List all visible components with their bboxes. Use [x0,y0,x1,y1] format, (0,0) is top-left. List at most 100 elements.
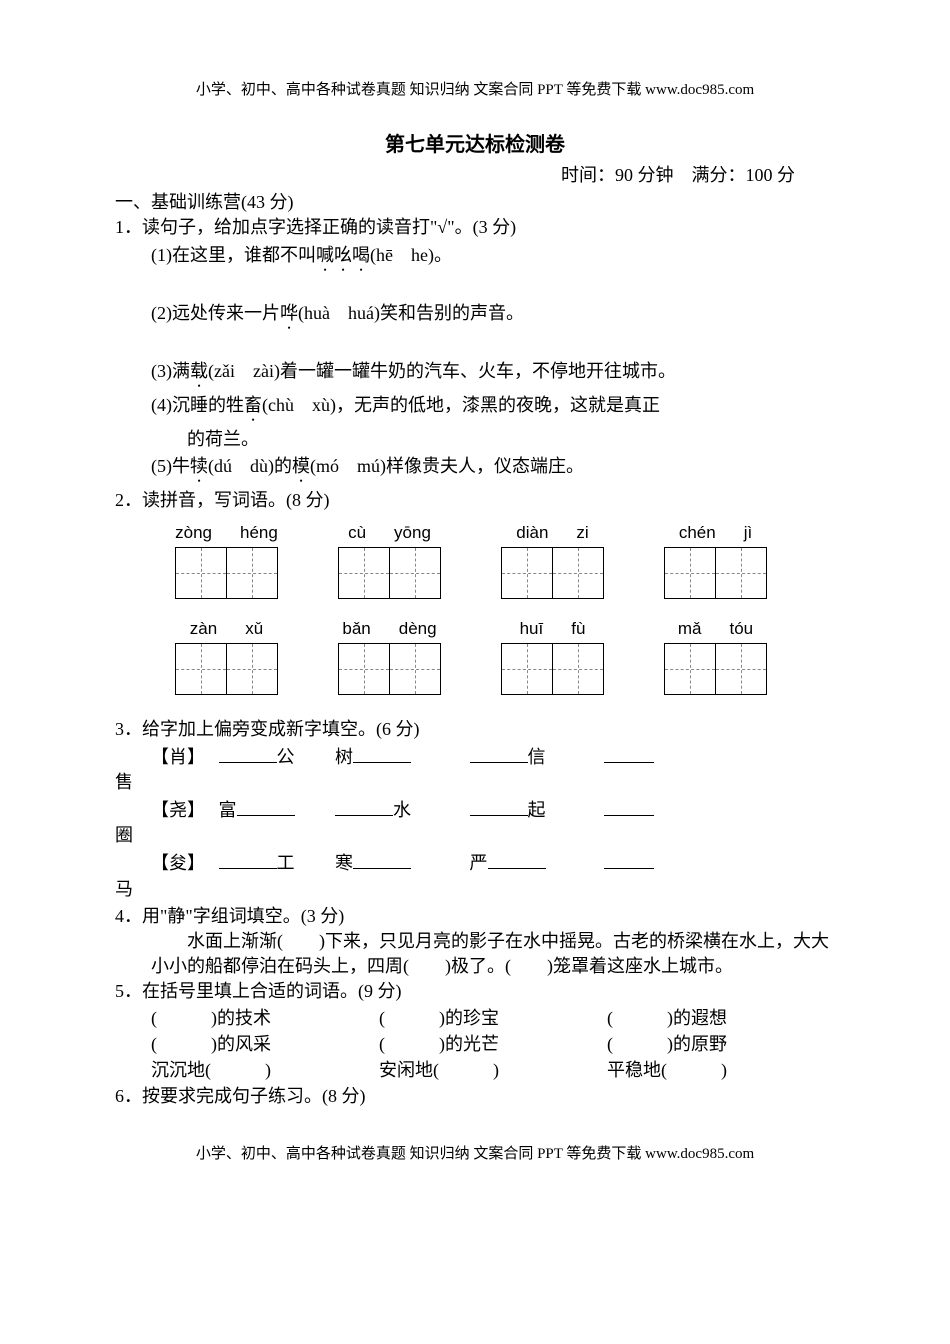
q1-5-post2: (mó mú)样像贵夫人，仪态端庄。 [310,456,584,476]
txt: 圈 [115,825,133,845]
page-header: 小学、初中、高中各种试卷真题 知识归纳 文案合同 PPT 等免费下载 www.d… [115,80,835,101]
pinyin-block: chén jì [664,521,767,599]
q3-row-1: 【肖】 公 树 信 售 [151,744,835,795]
char-cell[interactable] [501,547,553,599]
q4-body: 水面上渐渐( )下来，只见月亮的影子在水中摇晃。古老的桥梁横在水上，大大小小的船… [115,929,835,979]
q1-2-dot: 哗 [280,303,298,323]
q1-5-dot: 犊 [190,456,208,476]
q1-3-dot: 载 [190,361,208,381]
q1-item-2: (2)远处传来一片哗(huà huá)笑和告别的声音。 [115,301,835,333]
pinyin-block: zòng héng [175,521,278,599]
blank-input[interactable] [470,744,528,763]
py: jì [744,521,753,545]
py: zòng [175,521,212,545]
char-cell[interactable] [715,547,767,599]
blank-input[interactable] [604,850,654,869]
blank-input[interactable] [335,797,393,816]
q2-row2: zànxǔ bǎndèng huī fù mǎ tóu [175,617,835,695]
blank-input[interactable] [237,797,295,816]
q5-cell: 平稳地( ) [607,1058,835,1083]
pinyin-block: zànxǔ [175,617,278,695]
py: héng [240,521,278,545]
char-cell[interactable] [389,547,441,599]
txt: 寒 [335,853,353,873]
blank-input[interactable] [219,744,277,763]
q1-item-5: (5)牛犊(dú dù)的模(mó mú)样像贵夫人，仪态端庄。 [115,454,835,486]
char-cell[interactable] [552,643,604,695]
q3-head: 【肖】 [151,747,196,767]
txt: 公 [277,747,295,767]
q5-grid: ( )的技术 ( )的珍宝 ( )的遐想 ( )的风采 ( )的光芒 ( )的原… [151,1006,835,1084]
char-cell[interactable] [501,643,553,695]
char-cell[interactable] [389,643,441,695]
py: bǎn [342,617,370,641]
q1-4-dot: 畜 [244,395,262,415]
q5-cell: ( )的遐想 [607,1006,835,1031]
py: yōng [394,521,431,545]
char-cell[interactable] [664,643,716,695]
txt: 起 [528,800,546,820]
q4-stem: 4．用"静"字组词填空。(3 分) [115,904,835,929]
q3-row-2: 【尧】 富 水 起 圈 [151,797,835,848]
char-cell[interactable] [226,547,278,599]
char-cell[interactable] [338,547,390,599]
blank-input[interactable] [604,797,654,816]
txt: 富 [219,800,237,820]
spacer [115,277,835,299]
blank-input[interactable] [488,850,546,869]
q3-head: 【尧】 [151,800,196,820]
txt: 水 [393,800,411,820]
py: huī [520,617,544,641]
char-cell[interactable] [664,547,716,599]
char-cell[interactable] [175,547,227,599]
py: fù [571,617,585,641]
q3-row-3: 【夋】 工 寒 严 马 [151,850,835,901]
q3-head: 【夋】 [151,853,196,873]
q2-row1: zònghéng cùyōng diànzi chénjì [175,521,835,599]
q2-stem: 2．读拼音，写词语。(8 分) [115,488,835,513]
q1-5-post: (dú dù)的 [208,456,292,476]
blank-input[interactable] [219,850,277,869]
q1-3-post: (zǎi zài)着一罐一罐牛奶的汽车、火车，不停地开往城市。 [208,361,676,381]
char-cell[interactable] [226,643,278,695]
q1-5-pre: (5)牛 [151,456,190,476]
spacer [115,699,835,717]
blank-input[interactable] [353,744,411,763]
py: chén [679,521,716,545]
blank-input[interactable] [470,797,528,816]
q1-3-pre: (3)满 [151,361,190,381]
txt: 工 [277,853,295,873]
q6-stem: 6．按要求完成句子练习。(8 分) [115,1084,835,1109]
blank-input[interactable] [604,744,654,763]
q1-4-pre: (4)沉睡的牲 [151,395,244,415]
blank-input[interactable] [353,850,411,869]
q5-cell: ( )的技术 [151,1006,379,1031]
section-heading: 一、基础训练营(43 分) [115,190,835,215]
q1-item-1: (1)在这里，谁都不叫喊吆喝(hē he)。 [115,243,835,275]
py: mǎ [678,617,702,641]
pinyin-block: bǎndèng [338,617,441,695]
pinyin-block: huī fù [501,617,604,695]
q5-cell: ( )的原野 [607,1032,835,1057]
py: zàn [190,617,217,641]
q5-cell: 安闲地( ) [379,1058,607,1083]
q1-1-dot: 喊吆喝 [316,245,370,265]
char-cell[interactable] [338,643,390,695]
q1-item-4: (4)沉睡的牲畜(chù xù)，无声的低地，漆黑的夜晚，这就是真正 [115,393,835,425]
char-cell[interactable] [715,643,767,695]
q5-cell: 沉沉地( ) [151,1058,379,1083]
q1-2-post: (huà huá)笑和告别的声音。 [298,303,524,323]
q5-cell: ( )的珍宝 [379,1006,607,1031]
char-cell[interactable] [175,643,227,695]
char-cell[interactable] [552,547,604,599]
q1-1-pre: (1)在这里，谁都不叫 [151,245,316,265]
pinyin-block: cùyōng [338,521,441,599]
txt: 马 [115,879,133,899]
q1-item-3: (3)满载(zǎi zài)着一罐一罐牛奶的汽车、火车，不停地开往城市。 [115,359,835,391]
q1-item-4b: 的荷兰。 [115,427,835,452]
q5-cell: ( )的风采 [151,1032,379,1057]
py: tóu [729,617,753,641]
page-footer: 小学、初中、高中各种试卷真题 知识归纳 文案合同 PPT 等免费下载 www.d… [115,1144,835,1165]
pinyin-block: mǎ tóu [664,617,767,695]
q1-stem: 1．读句子，给加点字选择正确的读音打"√"。(3 分) [115,215,835,240]
